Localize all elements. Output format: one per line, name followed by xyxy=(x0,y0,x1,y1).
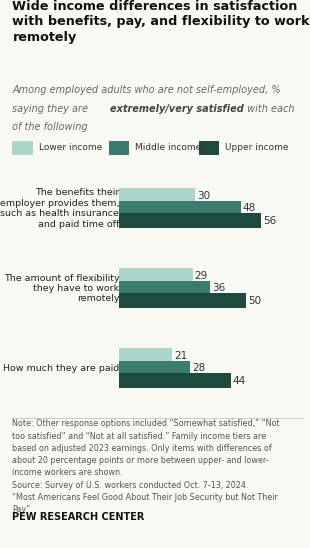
Text: with each: with each xyxy=(244,104,294,113)
Bar xyxy=(119,269,193,284)
Text: 48: 48 xyxy=(243,203,256,213)
Text: 30: 30 xyxy=(197,191,210,201)
Text: The benefits their
employer provides them,
such as health insurance
and paid tim: The benefits their employer provides the… xyxy=(0,189,119,229)
Text: about 20 percentage points or more between upper- and lower-: about 20 percentage points or more betwe… xyxy=(12,456,269,465)
Text: based on adjusted 2023 earnings. Only items with differences of: based on adjusted 2023 earnings. Only it… xyxy=(12,444,272,453)
Text: 28: 28 xyxy=(192,363,206,374)
Text: PEW RESEARCH CENTER: PEW RESEARCH CENTER xyxy=(12,512,145,522)
Text: 21: 21 xyxy=(175,351,188,361)
Text: 44: 44 xyxy=(233,376,246,386)
Bar xyxy=(199,141,219,155)
Text: too satisfied” and “Not at all satisfied.” Family income tiers are: too satisfied” and “Not at all satisfied… xyxy=(12,431,267,441)
Text: The amount of flexibility
they have to work
remotely: The amount of flexibility they have to w… xyxy=(4,273,119,304)
Text: income workers are shown.: income workers are shown. xyxy=(12,469,123,477)
Text: of the following: of the following xyxy=(12,122,88,133)
Bar xyxy=(119,189,195,204)
Bar xyxy=(119,293,246,309)
Text: Pay”: Pay” xyxy=(12,505,31,514)
Text: “Most Americans Feel Good About Their Job Security but Not Their: “Most Americans Feel Good About Their Jo… xyxy=(12,493,278,502)
Bar xyxy=(119,349,172,364)
Bar xyxy=(119,361,190,376)
Text: Among employed adults who are not self-employed, %: Among employed adults who are not self-e… xyxy=(12,85,281,95)
Text: saying they are: saying they are xyxy=(12,104,91,113)
Text: Upper income: Upper income xyxy=(225,144,289,152)
Bar xyxy=(119,281,210,296)
Text: Lower income: Lower income xyxy=(39,144,102,152)
Text: Source: Survey of U.S. workers conducted Oct. 7-13, 2024.: Source: Survey of U.S. workers conducted… xyxy=(12,481,249,490)
Bar xyxy=(108,141,129,155)
Bar xyxy=(119,373,231,389)
Bar xyxy=(119,201,241,216)
Text: 50: 50 xyxy=(248,296,261,306)
Text: Note: Other response options included “Somewhat satisfied,” “Not: Note: Other response options included “S… xyxy=(12,419,280,428)
Text: extremely/very satisfied: extremely/very satisfied xyxy=(110,104,244,113)
Text: 36: 36 xyxy=(212,283,226,293)
Text: How much they are paid: How much they are paid xyxy=(3,364,119,373)
Bar xyxy=(12,141,33,155)
Text: 29: 29 xyxy=(195,271,208,281)
Text: Middle income: Middle income xyxy=(135,144,201,152)
Text: 56: 56 xyxy=(263,216,276,226)
Text: Wide income differences in satisfaction
with benefits, pay, and flexibility to w: Wide income differences in satisfaction … xyxy=(12,0,310,44)
Bar xyxy=(119,213,261,229)
